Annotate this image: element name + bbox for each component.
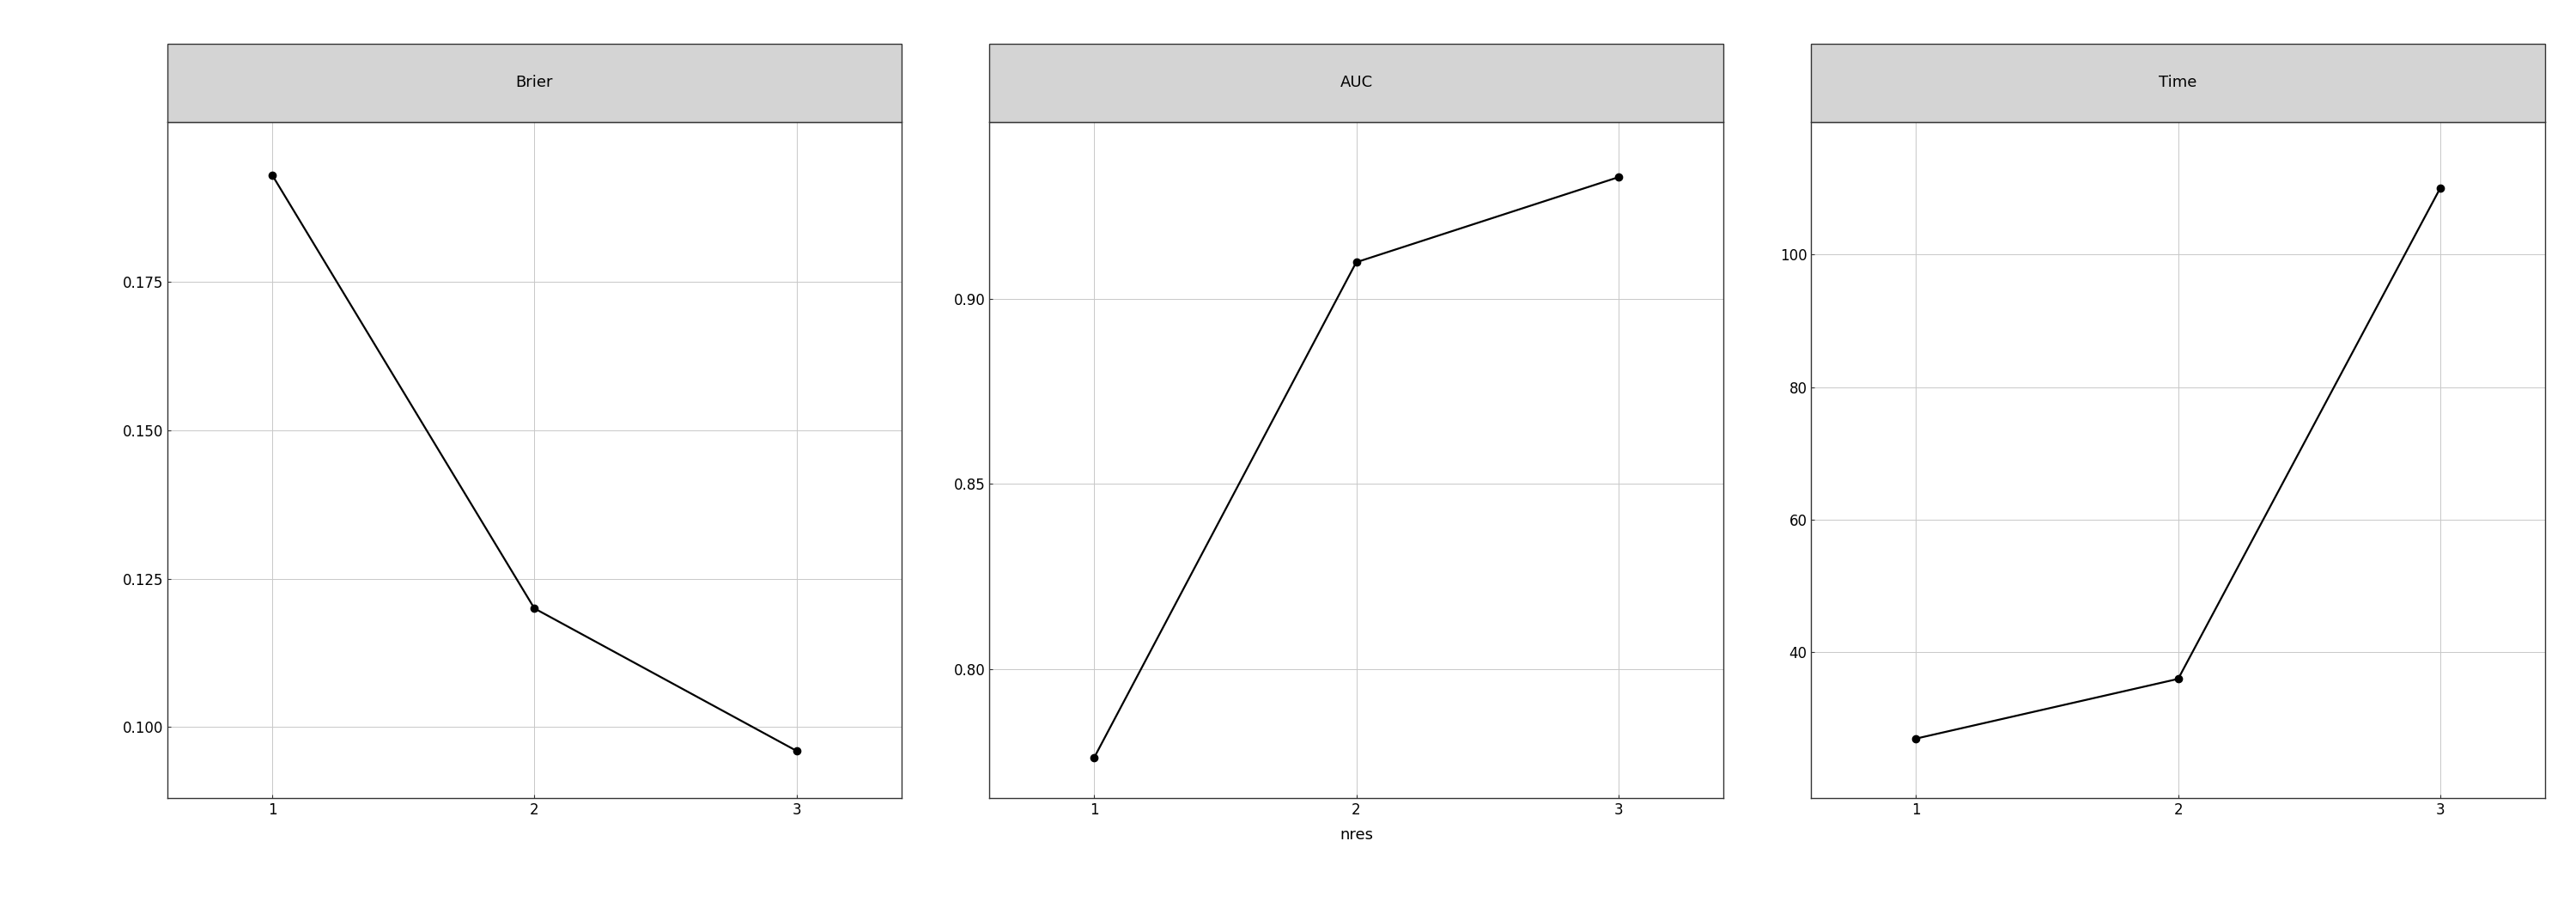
Text: AUC: AUC <box>1340 75 1373 90</box>
Text: Time: Time <box>2159 75 2197 90</box>
Text: Brier: Brier <box>515 75 554 90</box>
X-axis label: nres: nres <box>1340 827 1373 842</box>
